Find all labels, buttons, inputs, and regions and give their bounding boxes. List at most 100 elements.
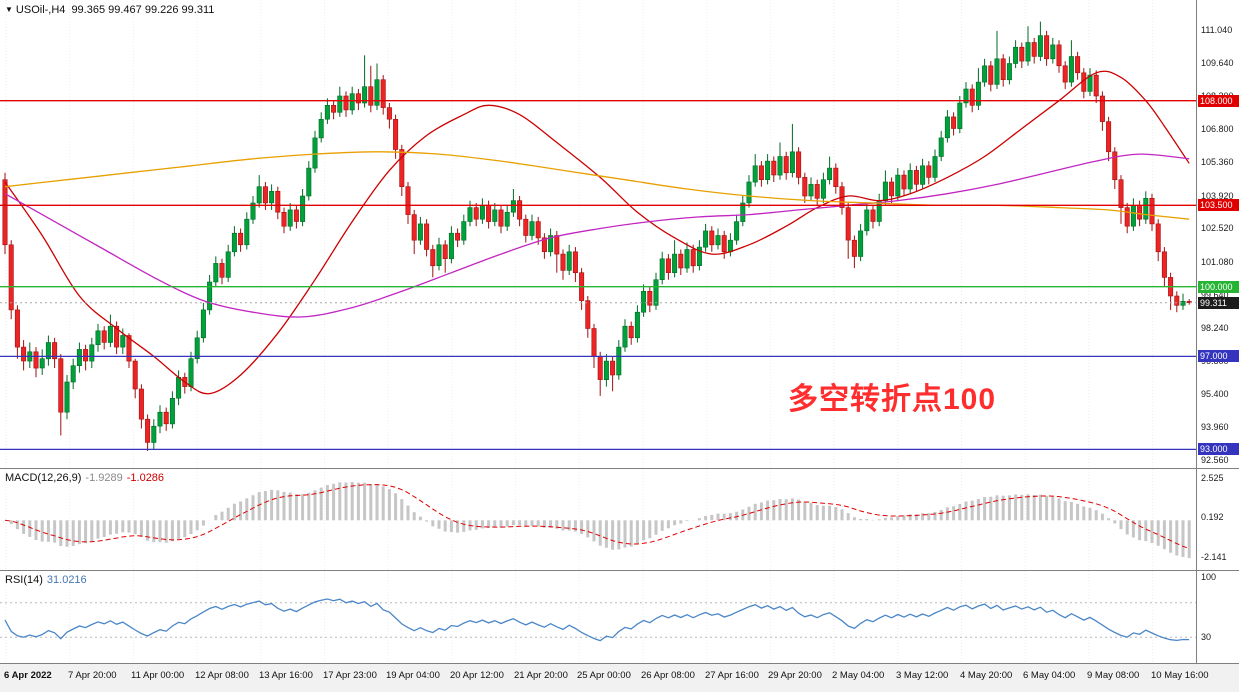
price-level-badge: 93.000: [1198, 443, 1239, 455]
candle-body: [827, 167, 833, 181]
rsi-label: RSI(14) 31.0216: [5, 574, 91, 586]
macd-chart-canvas[interactable]: [0, 469, 1196, 570]
candle-body: [1087, 74, 1093, 92]
candle-body: [1013, 46, 1019, 64]
symbol-timeframe-label: USOil-,H4: [15, 4, 66, 16]
candle-body: [833, 167, 839, 188]
price-axis-tick: 105.360: [1201, 157, 1234, 167]
candle-body: [895, 174, 901, 197]
candle-body: [628, 325, 634, 339]
candlestick-chart-canvas[interactable]: [0, 0, 1196, 468]
candle-body: [176, 376, 182, 399]
time-axis[interactable]: 6 Apr 2022 7 Apr 20:00 11 Apr 00:00 12 Apr …: [0, 663, 1239, 692]
candle-body: [145, 418, 151, 443]
candle-body: [1149, 198, 1155, 225]
candle-body: [1037, 35, 1043, 57]
price-level-badge: 97.000: [1198, 350, 1239, 362]
candle-body: [498, 209, 504, 227]
candle-body: [21, 346, 27, 362]
candle-body: [1000, 58, 1006, 80]
candle-body: [665, 258, 671, 273]
time-axis-label: 12 Apr 08:00: [195, 670, 249, 681]
rsi-line: [4, 598, 1190, 642]
candle-body: [306, 167, 312, 197]
candle-body: [740, 202, 746, 222]
candle-body: [864, 209, 870, 232]
candle-body: [1161, 251, 1167, 278]
candle-body: [207, 281, 213, 311]
price-level-badge: 103.500: [1198, 199, 1239, 211]
candle-body: [380, 79, 386, 108]
candle-body: [95, 330, 101, 345]
annotation-text[interactable]: 多空转折点100: [788, 383, 997, 416]
time-axis-label: 26 Apr 08:00: [641, 670, 695, 681]
candle-body: [944, 116, 950, 139]
candle-body: [83, 349, 89, 362]
candle-body: [442, 244, 448, 260]
time-axis-label: 6 Apr 2022: [4, 670, 52, 681]
candle-body: [1186, 301, 1192, 303]
price-axis-tick: 93.960: [1201, 422, 1229, 432]
candle-body: [76, 349, 82, 366]
candle-body: [1118, 179, 1124, 208]
candle-body: [89, 344, 95, 362]
candle-body: [331, 105, 337, 113]
candle-body: [479, 205, 485, 220]
candle-body: [256, 186, 262, 204]
time-axis-label: 19 Apr 04:00: [386, 670, 440, 681]
candle-body: [114, 325, 120, 348]
candle-body: [424, 223, 430, 250]
time-axis-label: 2 May 04:00: [832, 670, 885, 681]
candle-body: [393, 119, 399, 150]
candle-body: [696, 246, 702, 267]
candle-body: [535, 221, 541, 239]
candle-body: [901, 174, 907, 190]
candle-body: [461, 221, 467, 241]
candle-body: [101, 330, 107, 343]
candle-body: [510, 200, 516, 213]
macd-axis-tick: 0.192: [1201, 512, 1224, 522]
candle-body: [275, 191, 281, 213]
candle-body: [504, 212, 510, 227]
candle-body: [560, 253, 566, 271]
candle-body: [882, 181, 888, 201]
candle-body: [1062, 65, 1068, 83]
candle-body: [1093, 74, 1099, 97]
price-level-badge: 108.000: [1198, 95, 1239, 107]
candle-body: [963, 88, 969, 104]
candle-body: [411, 214, 417, 241]
candle-body: [622, 325, 628, 348]
time-axis-label: 6 May 04:00: [1023, 670, 1076, 681]
candle-body: [690, 249, 696, 267]
rsi-pane: RSI(14) 31.0216: [0, 570, 1239, 663]
candle-body: [368, 86, 374, 106]
candle-body: [765, 160, 771, 181]
candle-body: [1106, 121, 1112, 153]
macd-main-value: -1.9289: [85, 472, 123, 484]
candle-body: [1025, 42, 1031, 62]
candle-body: [1130, 205, 1136, 227]
candle-body: [585, 300, 591, 329]
price-axis[interactable]: 111.040109.640108.200106.800105.360103.9…: [1196, 0, 1239, 663]
rsi-chart-canvas[interactable]: [0, 571, 1196, 663]
candle-body: [33, 351, 39, 369]
candle-body: [238, 232, 244, 246]
candle-body: [926, 165, 932, 178]
candle-body: [1050, 44, 1056, 60]
candle-body: [616, 346, 622, 376]
candle-body: [777, 156, 783, 176]
candle-body: [14, 309, 20, 348]
ohlc-readout: 99.365 99.467 99.226 99.311: [71, 4, 215, 16]
candle-body: [132, 360, 138, 390]
candle-body: [293, 209, 299, 222]
candle-body: [845, 207, 851, 241]
price-axis-tick: 101.080: [1201, 257, 1234, 267]
candle-body: [975, 81, 981, 106]
candle-body: [200, 309, 206, 339]
price-axis-tick: 102.520: [1201, 223, 1234, 233]
time-axis-label: 7 Apr 20:00: [68, 670, 117, 681]
candle-body: [920, 165, 926, 185]
time-axis-label: 17 Apr 23:00: [323, 670, 377, 681]
candle-body: [374, 79, 380, 106]
